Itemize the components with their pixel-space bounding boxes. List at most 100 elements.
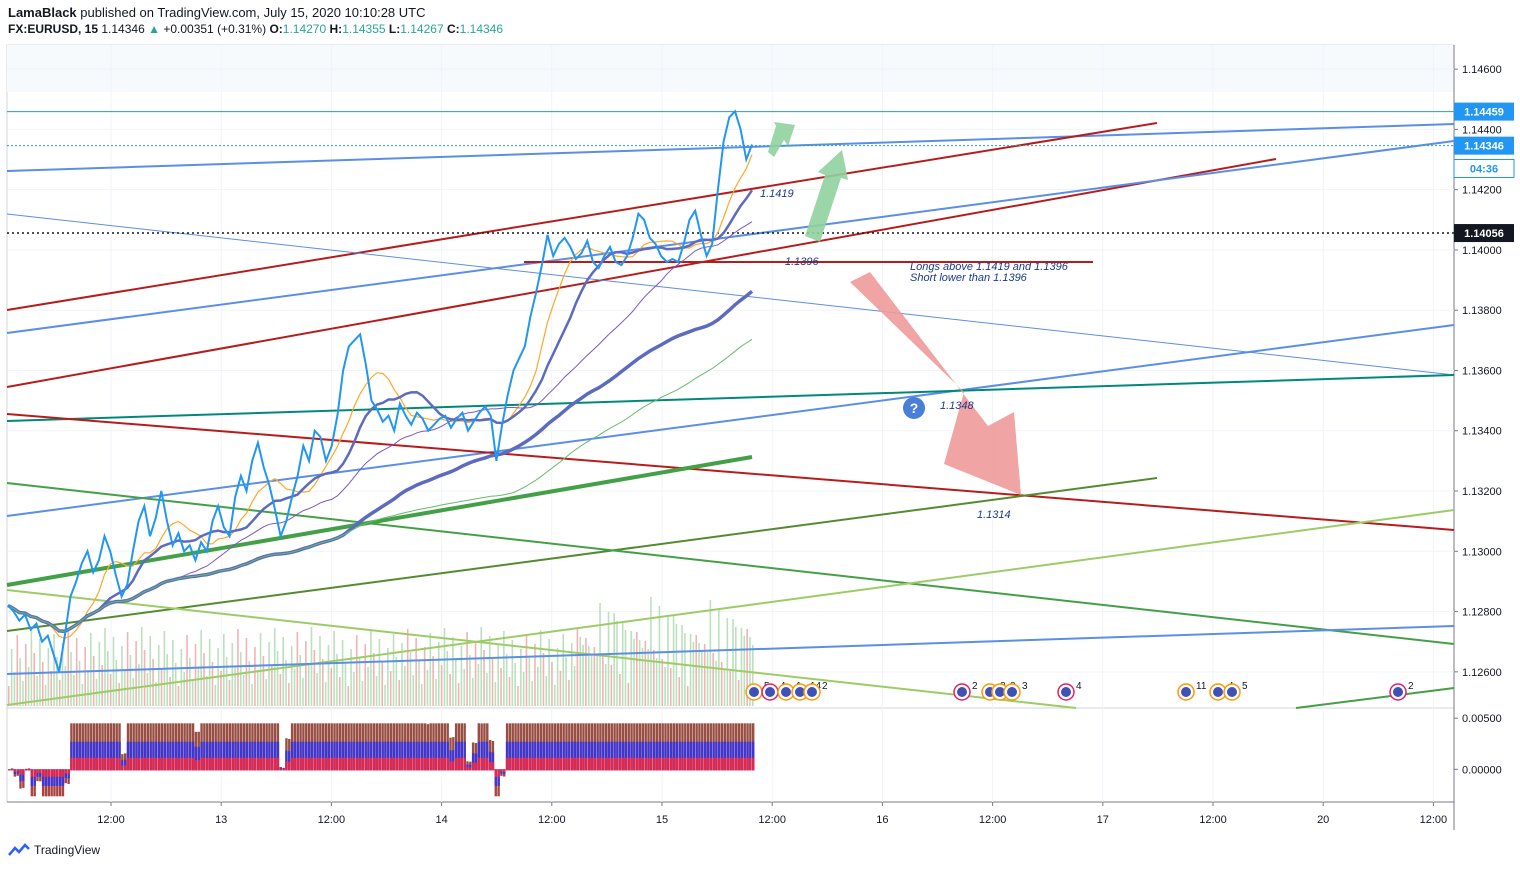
osc-bar-inner: [404, 757, 407, 771]
osc-bar-inner: [551, 757, 554, 771]
osc-bar-mid: [599, 741, 602, 771]
author-name[interactable]: LamaBlack: [8, 5, 77, 20]
volume-bar: [307, 664, 310, 706]
osc-bar-inner: [576, 757, 580, 771]
volume-bar: [183, 672, 185, 706]
volume-bar: [531, 681, 533, 706]
osc-bar-mid: [681, 741, 684, 771]
osc-bar-mid: [276, 741, 280, 771]
event-dot: [781, 687, 791, 697]
osc-bar-inner: [418, 757, 421, 771]
volume-bar: [500, 668, 502, 706]
volume-bar: [514, 663, 516, 706]
volume-bar: [709, 600, 712, 706]
volume-bar: [138, 664, 140, 706]
osc-bar-inner: [22, 769, 25, 775]
volume-bar: [27, 667, 30, 706]
osc-bar-mid: [726, 741, 729, 771]
falling-red-trendline: [6, 413, 1455, 531]
osc-bar-inner: [746, 757, 749, 771]
osc-bar-mid: [355, 741, 359, 771]
osc-bar-inner: [338, 757, 342, 771]
volume-bar: [460, 646, 463, 706]
osc-bar-inner: [706, 757, 710, 771]
event-dot: [1181, 687, 1191, 697]
osc-bar-inner: [491, 762, 495, 771]
osc-bar-mid: [432, 741, 435, 771]
tradingview-logo[interactable]: TradingView: [8, 843, 100, 857]
osc-bar-mid: [488, 751, 492, 771]
osc-bar-inner: [101, 757, 104, 771]
osc-bar-inner: [613, 757, 616, 771]
volume-bar: [61, 643, 64, 706]
osc-bar-inner: [279, 768, 282, 771]
osc-bar-mid: [338, 741, 342, 771]
osc-bar-mid: [370, 741, 373, 771]
osc-bar-mid: [30, 769, 34, 786]
osc-bar-mid: [740, 741, 744, 771]
osc-bar-mid: [457, 741, 461, 771]
annotation-text: 1.1314: [977, 509, 1011, 521]
volume-bar: [483, 650, 485, 706]
osc-bar-mid: [149, 741, 152, 771]
osc-bar-inner: [387, 757, 390, 771]
volume-bar: [729, 671, 731, 706]
osc-bar-inner: [242, 757, 246, 771]
osc-bar-mid: [330, 741, 333, 771]
help-question-icon: [903, 397, 925, 419]
osc-bar-inner: [389, 757, 393, 771]
osc-bar-mid: [418, 741, 421, 771]
price-marker-badge: [1454, 136, 1514, 155]
osc-bar-mid: [265, 741, 268, 771]
osc-bar-inner: [341, 757, 345, 771]
osc-bar-inner: [149, 757, 152, 771]
osc-bar-inner: [333, 757, 336, 771]
osc-bar-mid: [480, 741, 483, 771]
osc-bar-inner: [200, 757, 203, 771]
osc-bar-mid: [732, 741, 735, 771]
osc-bar-mid: [75, 741, 79, 771]
volume-bar: [746, 629, 748, 706]
osc-bar-mid: [375, 741, 379, 771]
osc-bar-inner: [203, 757, 206, 771]
osc-bar-mid: [573, 741, 577, 771]
osc-bar-inner: [75, 757, 79, 771]
volume-bar: [355, 635, 358, 706]
volume-bar: [604, 664, 607, 706]
osc-bar-inner: [90, 757, 93, 771]
osc-bar-inner: [440, 757, 444, 771]
volume-bar: [684, 633, 686, 706]
osc-bar-mid: [239, 741, 243, 771]
osc-bar-mid: [712, 741, 715, 771]
osc-bar-inner: [712, 757, 715, 771]
price-line-group: [7, 109, 753, 673]
time-axis[interactable]: 12:00 13 12:00 14 12:00 15 12:00 16 12:00 17 12:00…: [97, 802, 1447, 826]
osc-bar-mid: [392, 741, 396, 771]
volume-bar: [675, 624, 678, 706]
volume-bar: [537, 667, 539, 706]
volume-bar: [172, 640, 174, 706]
osc-bar-mid: [305, 741, 308, 771]
volume-bar: [290, 646, 293, 706]
osc-bar-inner: [531, 757, 534, 771]
osc-bar-inner: [256, 757, 260, 771]
event-count: 2: [972, 681, 978, 692]
volume-bar: [539, 630, 542, 706]
volume-bar: [418, 661, 420, 706]
volume-bar: [288, 683, 290, 706]
price-axis[interactable]: 1.14600 1.14400 1.14200 1.14000 1.13800 1.136…: [1454, 64, 1502, 776]
osc-bar-mid: [701, 741, 704, 771]
osc-bar-inner: [650, 757, 653, 771]
volume-bar: [590, 654, 593, 706]
volume-bar: [559, 671, 562, 706]
osc-bar-mid: [650, 741, 653, 771]
osc-bar-inner: [73, 757, 76, 771]
osc-bar-mid: [703, 741, 707, 771]
volume-bar: [636, 632, 638, 706]
osc-bar-inner: [355, 757, 359, 771]
volume-bar: [429, 633, 432, 706]
volume-bar: [630, 631, 632, 706]
x-tick-label: 17: [1097, 814, 1109, 826]
volume-bar: [503, 631, 505, 706]
